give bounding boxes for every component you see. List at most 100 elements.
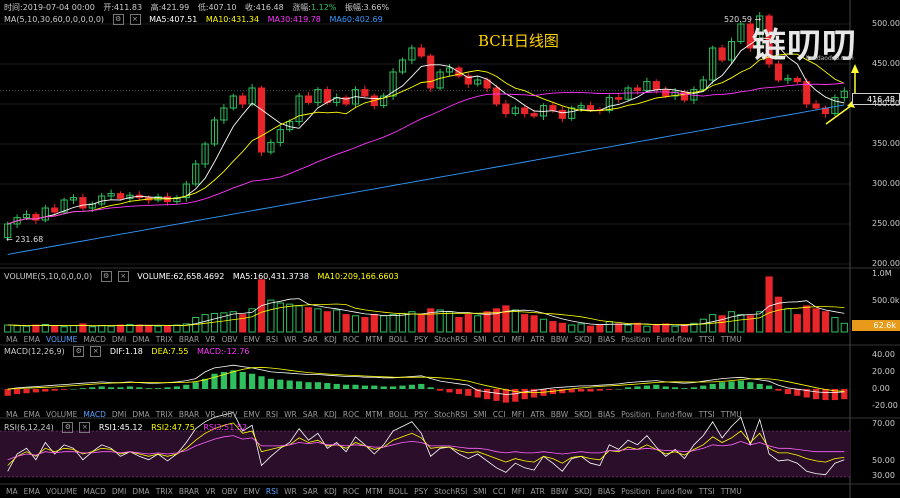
tab-macd[interactable]: MACD <box>83 410 106 419</box>
tab-trix[interactable]: TRIX <box>155 335 173 344</box>
tab-roc[interactable]: ROC <box>342 410 360 419</box>
tab-roc[interactable]: ROC <box>342 487 360 496</box>
tab-wr[interactable]: WR <box>284 487 297 496</box>
settings-icon[interactable]: ⚙ <box>62 422 74 433</box>
tab-bbw[interactable]: BBW <box>550 487 569 496</box>
close-icon[interactable]: × <box>79 422 91 433</box>
tab-trix[interactable]: TRIX <box>155 410 173 419</box>
tab-ttmu[interactable]: TTMU <box>720 410 742 419</box>
tab-brar[interactable]: BRAR <box>178 487 200 496</box>
tab-ema[interactable]: EMA <box>23 487 40 496</box>
tab-vr[interactable]: VR <box>205 410 216 419</box>
tab-atr[interactable]: ATR <box>530 335 545 344</box>
tab-position[interactable]: Position <box>621 410 651 419</box>
settings-icon[interactable]: ⚙ <box>73 346 85 357</box>
tab-stochrsi[interactable]: StochRSI <box>433 410 468 419</box>
tab-skdj[interactable]: SKDJ <box>574 410 592 419</box>
tab-dma[interactable]: DMA <box>132 335 150 344</box>
tab-dma[interactable]: DMA <box>132 410 150 419</box>
tab-wr[interactable]: WR <box>284 335 297 344</box>
tab-psy[interactable]: PSY <box>414 335 428 344</box>
tab-bbw[interactable]: BBW <box>550 335 569 344</box>
tab-obv[interactable]: OBV <box>221 335 238 344</box>
tab-brar[interactable]: BRAR <box>178 410 200 419</box>
tab-mtm[interactable]: MTM <box>365 487 383 496</box>
tab-ema[interactable]: EMA <box>23 410 40 419</box>
tab-emv[interactable]: EMV <box>243 410 260 419</box>
tab-ttsi[interactable]: TTSI <box>698 487 715 496</box>
tab-volume[interactable]: VOLUME <box>45 335 78 344</box>
tab-emv[interactable]: EMV <box>243 487 260 496</box>
tab-stochrsi[interactable]: StochRSI <box>433 487 468 496</box>
tab-ma[interactable]: MA <box>6 335 18 344</box>
tab-kdj[interactable]: KDJ <box>323 335 337 344</box>
tab-atr[interactable]: ATR <box>530 410 545 419</box>
tab-mtm[interactable]: MTM <box>365 410 383 419</box>
tab-rsi[interactable]: RSI <box>265 487 279 496</box>
tab-fund-flow[interactable]: Fund-flow <box>656 487 693 496</box>
tab-skdj[interactable]: SKDJ <box>574 335 592 344</box>
tab-bias[interactable]: BIAS <box>597 487 616 496</box>
tab-mtm[interactable]: MTM <box>365 335 383 344</box>
tab-kdj[interactable]: KDJ <box>323 410 337 419</box>
tab-ma[interactable]: MA <box>6 410 18 419</box>
tab-mfi[interactable]: MFI <box>511 335 525 344</box>
tab-obv[interactable]: OBV <box>221 410 238 419</box>
tab-kdj[interactable]: KDJ <box>323 487 337 496</box>
tab-dmi[interactable]: DMI <box>111 335 127 344</box>
tab-boll[interactable]: BOLL <box>388 487 409 496</box>
tab-sar[interactable]: SAR <box>302 487 318 496</box>
tab-cci[interactable]: CCI <box>492 487 506 496</box>
tab-dma[interactable]: DMA <box>132 487 150 496</box>
tab-emv[interactable]: EMV <box>243 335 260 344</box>
tab-vr[interactable]: VR <box>205 335 216 344</box>
tab-mfi[interactable]: MFI <box>511 410 525 419</box>
tab-ma[interactable]: MA <box>6 487 18 496</box>
tab-smi[interactable]: SMI <box>473 410 487 419</box>
tab-position[interactable]: Position <box>621 487 651 496</box>
tab-stochrsi[interactable]: StochRSI <box>433 335 468 344</box>
tab-fund-flow[interactable]: Fund-flow <box>656 410 693 419</box>
tab-cci[interactable]: CCI <box>492 410 506 419</box>
tab-dmi[interactable]: DMI <box>111 487 127 496</box>
tab-ttmu[interactable]: TTMU <box>720 487 742 496</box>
tab-macd[interactable]: MACD <box>83 487 106 496</box>
tab-roc[interactable]: ROC <box>342 335 360 344</box>
tab-volume[interactable]: VOLUME <box>45 410 78 419</box>
settings-icon[interactable]: ⚙ <box>112 14 124 25</box>
tab-rsi[interactable]: RSI <box>265 410 279 419</box>
tab-boll[interactable]: BOLL <box>388 410 409 419</box>
tab-macd[interactable]: MACD <box>83 335 106 344</box>
tab-ema[interactable]: EMA <box>23 335 40 344</box>
tab-atr[interactable]: ATR <box>530 487 545 496</box>
tab-mfi[interactable]: MFI <box>511 487 525 496</box>
tab-dmi[interactable]: DMI <box>111 410 127 419</box>
tab-smi[interactable]: SMI <box>473 487 487 496</box>
close-icon[interactable]: × <box>129 14 141 25</box>
close-icon[interactable]: × <box>117 271 129 282</box>
tab-ttsi[interactable]: TTSI <box>698 410 715 419</box>
settings-icon[interactable]: ⚙ <box>100 271 112 282</box>
tab-volume[interactable]: VOLUME <box>45 487 78 496</box>
tab-rsi[interactable]: RSI <box>265 335 279 344</box>
tab-wr[interactable]: WR <box>284 410 297 419</box>
tab-brar[interactable]: BRAR <box>178 335 200 344</box>
tab-position[interactable]: Position <box>621 335 651 344</box>
tab-psy[interactable]: PSY <box>414 487 428 496</box>
tab-bbw[interactable]: BBW <box>550 410 569 419</box>
tab-ttsi[interactable]: TTSI <box>698 335 715 344</box>
tab-bias[interactable]: BIAS <box>597 335 616 344</box>
tab-ttmu[interactable]: TTMU <box>720 335 742 344</box>
tab-vr[interactable]: VR <box>205 487 216 496</box>
tab-sar[interactable]: SAR <box>302 410 318 419</box>
tab-bias[interactable]: BIAS <box>597 410 616 419</box>
tab-sar[interactable]: SAR <box>302 335 318 344</box>
tab-boll[interactable]: BOLL <box>388 335 409 344</box>
tab-skdj[interactable]: SKDJ <box>574 487 592 496</box>
tab-psy[interactable]: PSY <box>414 410 428 419</box>
tab-smi[interactable]: SMI <box>473 335 487 344</box>
tab-cci[interactable]: CCI <box>492 335 506 344</box>
tab-trix[interactable]: TRIX <box>155 487 173 496</box>
close-icon[interactable]: × <box>90 346 102 357</box>
tab-obv[interactable]: OBV <box>221 487 238 496</box>
